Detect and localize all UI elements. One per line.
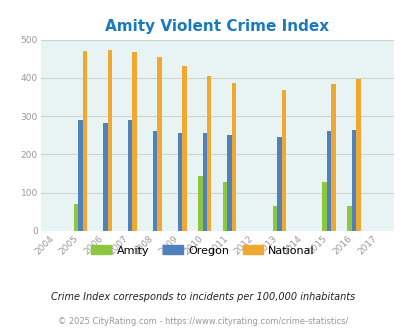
Bar (73, 204, 78, 231)
Bar (281, 90, 286, 231)
Bar (202, 133, 207, 231)
Legend: Amity, Oregon, National: Amity, Oregon, National (87, 241, 318, 260)
Bar (83, 51, 87, 231)
Bar (322, 182, 326, 231)
Bar (103, 123, 107, 231)
Bar (346, 206, 351, 231)
Bar (177, 133, 182, 231)
Bar (326, 131, 330, 231)
Bar (351, 130, 355, 231)
Text: Crime Index corresponds to incidents per 100,000 inhabitants: Crime Index corresponds to incidents per… (51, 292, 354, 302)
Bar (227, 135, 231, 231)
Bar (132, 52, 136, 231)
Bar (152, 131, 157, 231)
Title: Amity Violent Crime Index: Amity Violent Crime Index (105, 19, 328, 34)
Bar (222, 182, 227, 231)
Bar (277, 137, 281, 231)
Bar (107, 50, 112, 231)
Bar (198, 176, 202, 231)
Bar (355, 79, 360, 231)
Bar (157, 57, 161, 231)
Bar (128, 120, 132, 231)
Text: © 2025 CityRating.com - https://www.cityrating.com/crime-statistics/: © 2025 CityRating.com - https://www.city… (58, 317, 347, 326)
Bar (272, 206, 277, 231)
Bar (207, 76, 211, 231)
Bar (78, 120, 83, 231)
Bar (330, 84, 335, 231)
Bar (231, 83, 236, 231)
Bar (182, 66, 186, 231)
